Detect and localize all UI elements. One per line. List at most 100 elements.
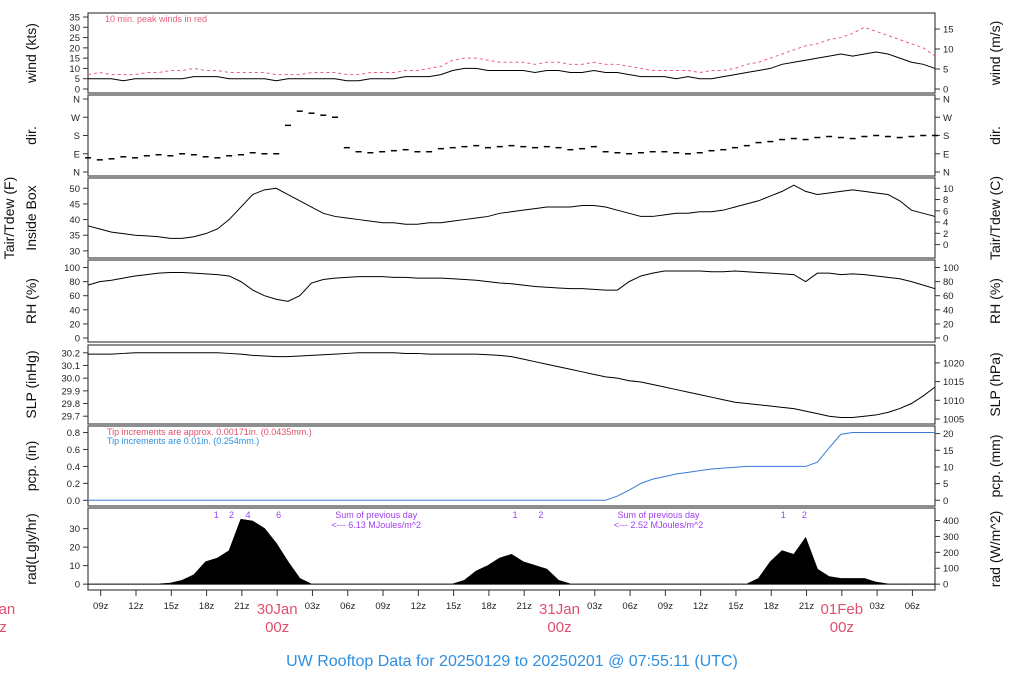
- y-tick-label-right: 40: [943, 305, 954, 316]
- y-tick-label: 40: [69, 215, 80, 226]
- radiation-mark: 1: [214, 510, 219, 520]
- y-tick-label-right: 2: [943, 229, 948, 240]
- x-tick-label: 18z: [764, 601, 780, 612]
- y-axis-label-right: dir.: [987, 126, 1003, 145]
- y-tick-label: 30.0: [62, 374, 81, 385]
- slp-inhg--line: [88, 352, 936, 418]
- date-label: 01Feb: [821, 601, 864, 618]
- panel-frame: [87, 177, 936, 259]
- radiation-mark: 2: [802, 510, 807, 520]
- 10-min-peak-line: [87, 26, 936, 76]
- x-tick-label: 21z: [234, 601, 250, 612]
- y-tick-label-right: E: [943, 149, 949, 160]
- y-tick-label-right: 5: [943, 479, 948, 490]
- y-tick-label: 50: [69, 184, 80, 195]
- y-tick-label: W: [71, 113, 80, 124]
- y-tick-label-right: 80: [943, 277, 954, 288]
- date-hour-label: 00z: [0, 619, 7, 636]
- y-axis-label: Tair/Tdew (F): [1, 177, 17, 259]
- y-tick-label-right: 1005: [943, 415, 964, 426]
- y-tick-label-right: 200: [943, 548, 959, 559]
- panel-rh: 0 20 40 60 80 100 0 20 40 60 80 100 RH (%) RH (%): [23, 259, 1003, 345]
- y-tick-label-right: 0: [943, 496, 948, 507]
- y-tick-label: 20: [69, 43, 80, 54]
- y-tick-label-right: 1020: [943, 358, 964, 369]
- y-tick-label-right: 10: [943, 45, 954, 56]
- x-tick-label: 12z: [693, 601, 709, 612]
- x-tick-label: 06z: [905, 601, 921, 612]
- y-tick-label-right: W: [943, 113, 952, 124]
- x-tick-label: 09z: [93, 601, 109, 612]
- y-tick-label: 10: [69, 64, 80, 75]
- radiation-area: [88, 518, 935, 585]
- y-tick-label: 60: [69, 291, 80, 302]
- radiation-mark: 4: [245, 510, 250, 520]
- y-axis-label-2: Inside Box: [23, 185, 39, 250]
- y-tick-label-right: 20: [943, 319, 954, 330]
- accumulated-precipitation-in--line: [88, 432, 935, 501]
- y-tick-label: 20: [69, 543, 80, 554]
- x-tick-label: 12z: [128, 601, 144, 612]
- y-tick-label: 30: [69, 246, 80, 257]
- x-tick-label: 12z: [411, 601, 427, 612]
- y-tick-label-right: 60: [943, 291, 954, 302]
- panel-frame: [87, 94, 936, 177]
- y-tick-label: 25: [69, 33, 80, 44]
- wind-speed-line: [88, 51, 936, 82]
- y-tick-label: 45: [69, 199, 80, 210]
- y-tick-label: 29.9: [62, 386, 81, 397]
- y-tick-label-right: 100: [943, 564, 959, 575]
- y-tick-label: 29.8: [62, 399, 81, 410]
- panel-frame: [87, 259, 936, 343]
- y-tick-label: S: [74, 131, 80, 142]
- y-tick-label: 0.6: [67, 445, 80, 456]
- y-tick-label-right: 10: [943, 462, 954, 473]
- y-axis-label-right: rad (W/m^2): [987, 511, 1003, 588]
- y-tick-label-right: 0: [943, 334, 948, 345]
- x-tick-label: 09z: [658, 601, 674, 612]
- radiation-mark: 2: [229, 510, 234, 520]
- y-axis-label-right: Tair/Tdew (C): [987, 176, 1003, 260]
- y-tick-label: 20: [69, 319, 80, 330]
- y-tick-label: 100: [64, 263, 80, 274]
- y-axis-label-right: SLP (hPa): [987, 352, 1003, 416]
- tair-f--line: [87, 184, 936, 239]
- y-axis-label: RH (%): [23, 278, 39, 324]
- date-hour-label: 00z: [265, 619, 289, 636]
- tip-note-red: Tip increments are approx. 0.00171in. (0…: [107, 427, 312, 437]
- y-tick-label-right: N: [943, 168, 950, 179]
- date-hour-label: 00z: [547, 619, 571, 636]
- y-tick-label-right: 0: [943, 85, 948, 96]
- x-tick-label: 21z: [799, 601, 815, 612]
- y-axis-label: SLP (inHg): [23, 350, 39, 418]
- y-tick-label-right: 5: [943, 65, 948, 76]
- panel-frame: [87, 344, 936, 425]
- y-tick-label-right: 6: [943, 206, 948, 217]
- x-tick-label: 15z: [728, 601, 744, 612]
- daily-sum-label: Sum of previous day: [618, 510, 701, 520]
- x-tick-label: 03z: [869, 601, 885, 612]
- x-tick-label: 15z: [446, 601, 462, 612]
- y-axis-label-right: RH (%): [987, 278, 1003, 324]
- y-tick-label: 0.8: [67, 428, 80, 439]
- y-tick-label-right: 0: [943, 580, 948, 591]
- y-tick-label: 30: [69, 23, 80, 34]
- y-tick-label-right: 400: [943, 516, 959, 527]
- y-axis-label: dir.: [23, 126, 39, 145]
- y-tick-label: 30.2: [62, 348, 81, 359]
- y-tick-label: 35: [69, 231, 80, 242]
- y-tick-label: N: [73, 95, 80, 106]
- x-axis: 09z 12z 15z 18z 21z 03z 06z 09z 12z 15z 18z 21z 03z 0…: [0, 590, 920, 636]
- y-axis-label: wind (kts): [23, 23, 39, 84]
- tip-note-blue: Tip increments are 0.01in. (0.254mm.): [107, 436, 259, 446]
- x-tick-label: 18z: [199, 601, 215, 612]
- y-tick-label-right: 0: [943, 240, 948, 251]
- x-tick-label: 06z: [622, 601, 638, 612]
- y-tick-label-right: 15: [943, 25, 954, 36]
- y-tick-label: 29.7: [62, 412, 81, 423]
- y-tick-label-right: N: [943, 95, 950, 106]
- y-tick-label: 0.4: [67, 462, 80, 473]
- y-tick-label: 30.1: [62, 361, 81, 372]
